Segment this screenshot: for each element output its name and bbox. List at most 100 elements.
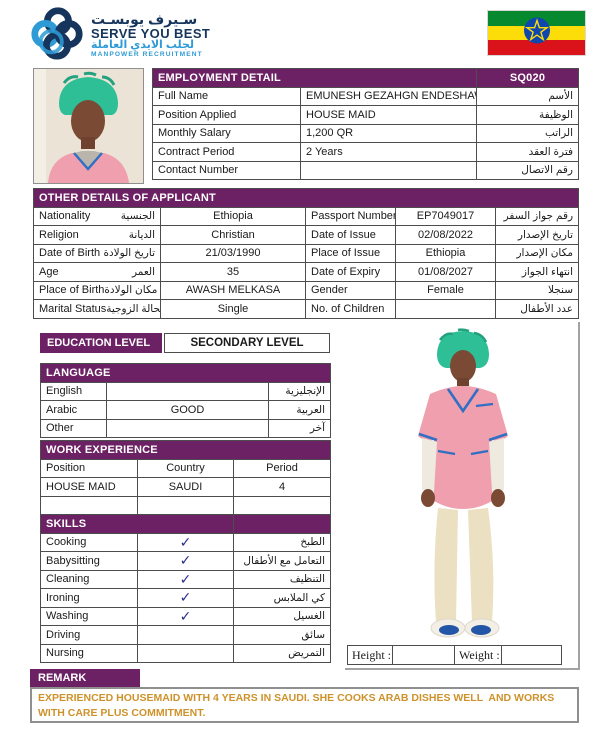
field-value: AWASH MELKASA [160,280,306,300]
work-period: 4 [232,477,332,497]
field-value: EMUNESH GEZAHGN ENDESHAW [299,86,478,106]
field-value: 1,200 QR [299,123,478,143]
table-row: Place of Birth مكان الولادة AWASH MELKASA… [33,280,580,300]
field-value [299,160,478,180]
language-table: LANGUAGE English الإنجليزية Arabic GOOD … [39,363,332,438]
skill-checkmark [137,625,234,645]
height-label: Height : [347,645,393,665]
table-row: Full Name EMUNESH GEZAHGN ENDESHAW الأسم [152,86,580,106]
table-row: English الإنجليزية [40,381,332,401]
table-row: Cleaning ✓ التنظيف [40,569,331,589]
other-details-header-row: OTHER DETAILS OF APPLICANT [32,188,580,208]
work-experience-table: WORK EXPERIENCE Position Country Period … [39,440,332,515]
language-title: LANGUAGE [39,363,332,383]
field-value [395,299,496,319]
language-level: GOOD [106,400,269,420]
language-label: Arabic [40,400,107,420]
table-row: Arabic GOOD العربية [40,400,332,420]
employment-title: EMPLOYMENT DETAIL [151,68,478,88]
field-label-bilingual: Religion الديانة [33,225,161,245]
skill-label-arabic: كي الملابس [233,588,331,608]
language-label: English [40,381,107,401]
skill-label: Washing [40,606,138,626]
applicant-headshot-photo [33,68,144,184]
height-value [392,645,455,665]
logo-english-tagline: MANPOWER RECRUITMENT [91,50,203,58]
work-experience-header-row: WORK EXPERIENCE [39,440,332,460]
employment-detail-table: EMPLOYMENT DETAIL SQ020 Full Name EMUNES… [151,68,580,180]
field-label: Contact Number [152,160,301,180]
field-label-arabic: رقم جواز السفر [494,206,580,226]
field-label: No. of Children [305,299,396,319]
other-details-table: OTHER DETAILS OF APPLICANT Nationality ال… [32,188,580,319]
logo-arabic-tagline: لجلب الايدي العاملة [91,39,195,52]
table-row: Date of Birth تاريخ الولادة 21/03/1990 Pl… [33,243,580,263]
photo-frame-right-border [578,322,580,670]
table-row: Marital Status الحالة الزوجية Single No. … [33,299,580,319]
field-label: Gender [305,280,396,300]
other-details-title: OTHER DETAILS OF APPLICANT [32,188,580,208]
language-label-arabic: الإنجليزية [267,381,332,401]
language-label: Other [40,418,107,438]
remark-text: EXPERIENCED HOUSEMAID WITH 4 YEARS IN SA… [30,687,579,723]
field-value: 21/03/1990 [160,243,306,263]
skill-label: Nursing [40,643,138,663]
table-row: Cooking ✓ الطبخ [40,532,331,552]
logo-arabic-name: سـيرف يوبسـت [91,11,198,28]
agency-logo: سـيرف يوبسـت SERVE YOU BEST لجلب الايدي … [28,5,210,66]
weight-label: Weight : [454,645,502,665]
applicant-fullbody-photo [352,326,574,644]
skill-label-arabic: الغسيل [233,606,331,626]
field-value: Ethiopia [160,206,306,226]
field-value: Ethiopia [395,243,496,263]
table-row: Height : Weight : [347,645,562,665]
photo-frame-bottom-border [345,668,580,670]
field-value: Female [395,280,496,300]
field-label: Date of Expiry [305,262,396,282]
field-value: 01/08/2027 [395,262,496,282]
language-label-arabic: آخر [267,418,332,438]
table-row: Age العمر 35 Date of Expiry 01/08/2027 ان… [33,262,580,282]
education-level-value: SECONDARY LEVEL [164,333,330,353]
weight-value [501,645,562,665]
skill-checkmark [137,643,234,663]
field-label-bilingual: Place of Birth مكان الولادة [33,280,161,300]
field-label-bilingual: Nationality الجنسية [33,206,161,226]
field-label-arabic: تاريخ الإصدار [494,225,580,245]
language-level [106,381,269,401]
skill-checkmark: ✓ [137,532,234,552]
column-header: Position [40,458,138,478]
language-label-arabic: العربية [267,400,332,420]
field-label: Contract Period [152,142,301,162]
table-row: Monthly Salary 1,200 QR الراتب [152,123,580,143]
field-value: 2 Years [299,142,478,162]
field-label-bilingual: Marital Status الحالة الزوجية [33,299,161,319]
field-value: HOUSE MAID [299,105,478,125]
field-label-bilingual: Age العمر [33,262,161,282]
skill-label: Cleaning [40,569,138,589]
field-value: 35 [160,262,306,282]
table-row: Washing ✓ الغسيل [40,606,331,626]
ethiopia-flag-emblem-icon [523,17,551,50]
logo-english-name: SERVE YOU BEST [91,25,211,41]
field-value: Single [160,299,306,319]
field-label-arabic: مكان الإصدار [494,243,580,263]
skill-label-arabic: الطبخ [233,532,331,552]
skill-label: Driving [40,625,138,645]
skills-title: SKILLS [40,514,234,534]
skill-label-arabic: سائق [233,625,331,645]
logo-rings-icon [28,5,86,66]
skill-checkmark: ✓ [137,551,234,571]
column-header: Period [232,458,332,478]
field-label: Date of Issue [305,225,396,245]
education-level-header: EDUCATION LEVEL [40,333,162,353]
language-level [106,418,269,438]
table-row: Contract Period 2 Years فترة العقد [152,142,580,162]
work-experience-title: WORK EXPERIENCE [39,440,332,460]
field-label: Full Name [152,86,301,106]
field-label-arabic: الوظيفة [476,105,580,125]
skills-header-spacer [233,514,331,534]
table-row: HOUSE MAID SAUDI 4 [40,477,332,497]
skill-label-arabic: التعامل مع الأطفال [233,551,331,571]
table-row: Ironing ✓ كي الملابس [40,588,331,608]
